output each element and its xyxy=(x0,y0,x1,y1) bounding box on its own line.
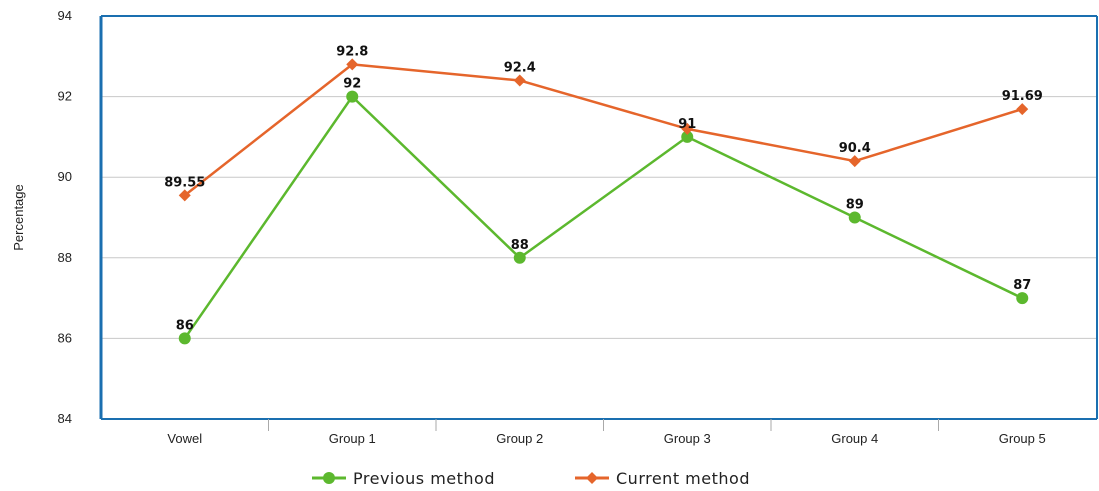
y-axis-label: Percentage xyxy=(11,184,26,251)
plot-frame xyxy=(99,15,1098,420)
data-label: 88 xyxy=(511,238,529,253)
y-axis-ticks: 84 86 88 90 92 94 xyxy=(58,8,72,426)
x-axis-ticks: Vowel Group 1 Group 2 Group 3 Group 4 Group 5 xyxy=(167,419,1046,446)
data-label: 91.69 xyxy=(1002,89,1043,104)
data-label: 92.4 xyxy=(504,60,536,75)
legend-item-current-method[interactable]: Current method xyxy=(575,469,750,488)
legend-label: Previous method xyxy=(353,469,495,488)
data-label: 90.4 xyxy=(839,141,871,156)
data-point[interactable] xyxy=(1016,292,1029,305)
data-point[interactable] xyxy=(346,90,359,103)
y-tick-label: 86 xyxy=(58,330,72,345)
x-tick-label: Group 2 xyxy=(496,431,543,446)
data-label: 86 xyxy=(176,318,194,333)
data-point[interactable] xyxy=(681,122,694,135)
series-layer xyxy=(178,58,1029,345)
x-tick-label: Group 3 xyxy=(664,431,711,446)
data-point[interactable] xyxy=(178,189,191,202)
legend-marker xyxy=(586,472,598,484)
data-label: 91 xyxy=(678,117,696,132)
data-point[interactable] xyxy=(681,130,694,143)
y-tick-label: 88 xyxy=(58,250,72,265)
x-tick-label: Vowel xyxy=(167,431,202,446)
legend-item-previous-method[interactable]: Previous method xyxy=(312,469,495,488)
y-tick-label: 84 xyxy=(58,411,72,426)
x-tick-label: Group 5 xyxy=(999,431,1046,446)
data-point[interactable] xyxy=(178,332,191,345)
data-point[interactable] xyxy=(513,251,526,264)
legend-label: Current method xyxy=(616,469,750,488)
grid-lines xyxy=(101,96,1097,339)
data-label: 87 xyxy=(1013,278,1031,293)
data-label: 89.55 xyxy=(164,175,205,190)
series-line-previous-method xyxy=(183,95,1023,340)
data-labels: 86 92 88 91 89 87 89.55 92.8 92.4 90.4 91.69 xyxy=(164,44,1043,333)
x-tick-label: Group 4 xyxy=(831,431,878,446)
data-label: 89 xyxy=(846,198,864,213)
y-tick-label: 92 xyxy=(58,89,72,104)
data-point[interactable] xyxy=(513,74,526,87)
legend[interactable]: Previous method Current method xyxy=(312,469,750,488)
data-label: 92.8 xyxy=(336,44,368,59)
data-label: 92 xyxy=(343,77,361,92)
data-point[interactable] xyxy=(848,155,861,168)
x-tick-label: Group 1 xyxy=(329,431,376,446)
legend-marker xyxy=(323,472,335,484)
data-point[interactable] xyxy=(1016,103,1029,116)
data-point[interactable] xyxy=(848,211,861,224)
data-point[interactable] xyxy=(346,58,359,71)
y-tick-label: 90 xyxy=(58,169,72,184)
y-tick-label: 94 xyxy=(58,8,72,23)
series-line-current-method xyxy=(183,63,1023,197)
